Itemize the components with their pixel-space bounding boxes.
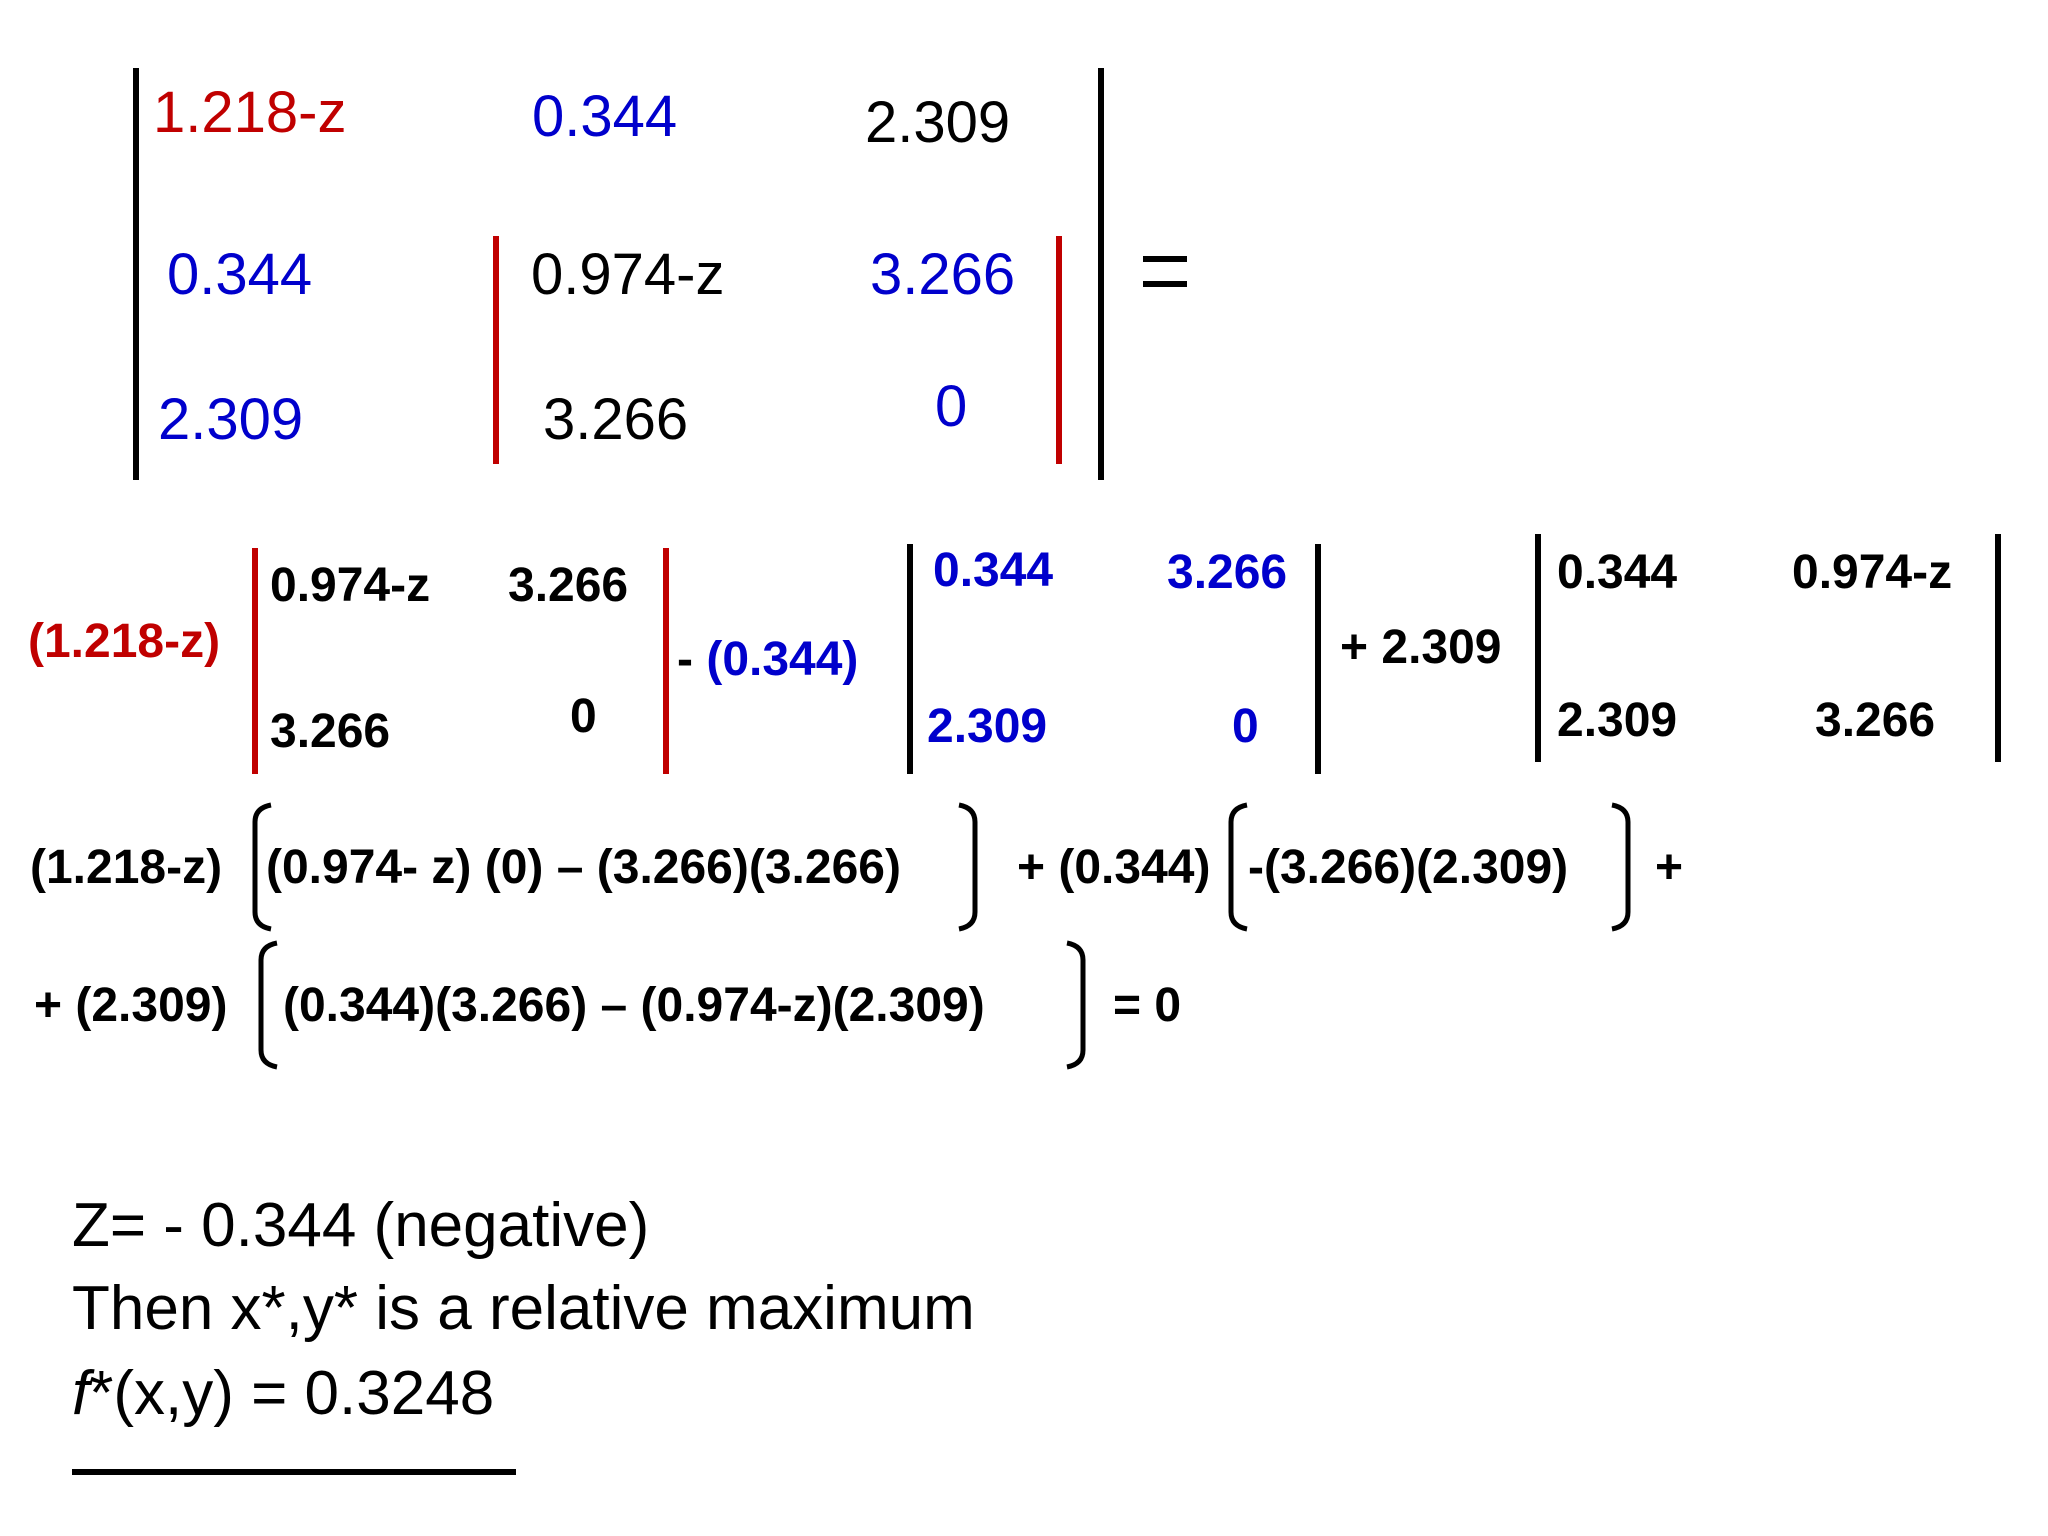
matrix-a33: 0 [935, 374, 968, 439]
minor3-left-bar [1535, 534, 1541, 762]
left-bracket-3 [258, 940, 278, 1070]
minor2-right-bar [1315, 544, 1321, 774]
cofactor-coef-1: (1.218-z) [28, 615, 221, 668]
submatrix-left-bar [493, 236, 499, 464]
matrix-a32: 3.266 [543, 387, 689, 452]
minor2-a11: 0.344 [933, 544, 1054, 597]
conclusion-relative-max: Then x*,y* is a relative maximum [72, 1274, 975, 1343]
minor2-a22: 0 [1232, 700, 1259, 753]
minor1-a21: 3.266 [270, 705, 391, 758]
matrix-a31: 2.309 [158, 387, 304, 452]
minor1-a12: 3.266 [508, 559, 629, 612]
minor3-a12: 0.974-z [1792, 546, 1953, 599]
eq-result: = 0 [1113, 979, 1182, 1032]
matrix-a21: 0.344 [167, 242, 313, 307]
minor3-a21: 2.309 [1557, 694, 1678, 747]
minor2-a21: 2.309 [927, 700, 1048, 753]
eq-term3-body: (0.344)(3.266) – (0.974-z)(2.309) [283, 979, 985, 1032]
submatrix-right-bar [1056, 236, 1062, 464]
right-bracket-3 [1066, 940, 1086, 1070]
matrix-a23: 3.266 [870, 242, 1016, 307]
right-bracket-1 [958, 802, 978, 932]
conclusion-z-value: Z= - 0.344 (negative) [72, 1191, 650, 1260]
left-bracket-2 [1228, 802, 1248, 932]
cofactor-coef-2: - (0.344) [677, 633, 859, 686]
eq-term3-coef: + (2.309) [34, 979, 228, 1032]
eq-term1-body: (0.974- z) (0) – (3.266)(3.266) [266, 841, 901, 894]
eq-term2-body: -(3.266)(2.309) [1248, 841, 1569, 894]
minor2-a12: 3.266 [1167, 546, 1288, 599]
minor1-a22: 0 [570, 690, 597, 743]
determinant-left-bar [133, 68, 139, 480]
conclusion-underline [72, 1469, 516, 1475]
determinant-right-bar [1098, 68, 1104, 480]
conclusion-function-value: f*(x,y) = 0.3248 [72, 1359, 495, 1428]
matrix-a11: 1.218-z [153, 80, 347, 145]
minor1-a11: 0.974-z [270, 559, 431, 612]
minor3-right-bar [1995, 534, 2001, 762]
cofactor-coef-3: + 2.309 [1340, 621, 1502, 674]
matrix-a22: 0.974-z [531, 242, 725, 307]
left-bracket-1 [252, 802, 272, 932]
minor3-a11: 0.344 [1557, 546, 1678, 599]
eq-term2-coef: + (0.344) [1017, 841, 1211, 894]
minor3-a22: 3.266 [1815, 694, 1936, 747]
eq-term1-coef: (1.218-z) [30, 841, 223, 894]
minor2-left-bar [907, 544, 913, 774]
eq-trailing-plus: + [1655, 841, 1684, 894]
minor1-right-bar [663, 548, 669, 774]
matrix-a12: 0.344 [532, 84, 678, 149]
matrix-a13: 2.309 [865, 90, 1011, 155]
right-bracket-2 [1611, 802, 1631, 932]
minor1-left-bar [252, 548, 258, 774]
